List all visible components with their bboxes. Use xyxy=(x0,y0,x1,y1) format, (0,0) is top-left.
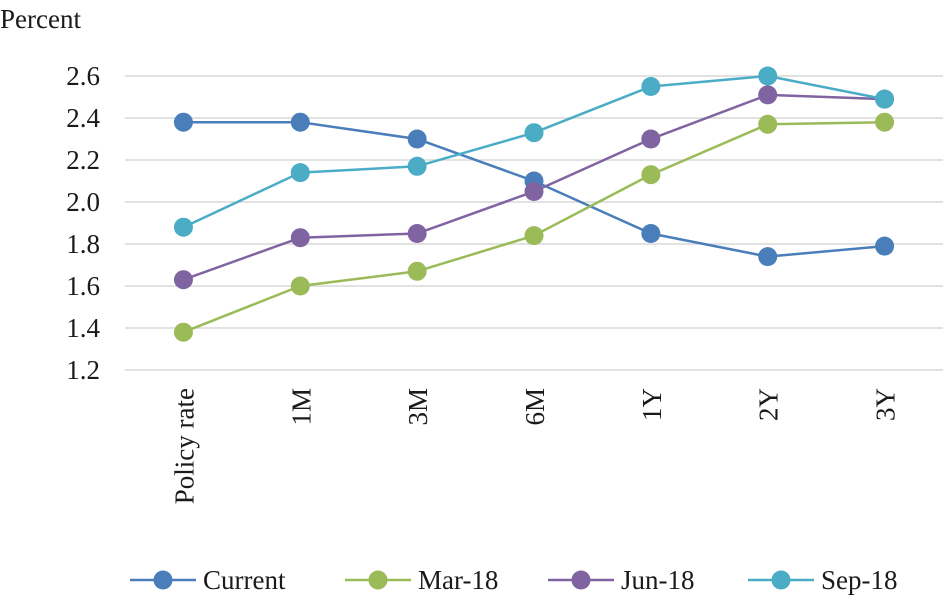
x-tick-label: Policy rate xyxy=(169,388,199,504)
y-tick-label: 2.4 xyxy=(66,103,100,133)
legend-marker xyxy=(153,570,173,590)
legend-marker xyxy=(368,570,388,590)
y-tick-label: 2.2 xyxy=(66,145,100,175)
data-point xyxy=(290,276,310,296)
data-point xyxy=(875,236,895,256)
data-point xyxy=(641,129,661,149)
x-tick-label: 3Y xyxy=(871,388,901,421)
legend-item: Current xyxy=(130,565,286,595)
data-point xyxy=(524,123,544,143)
data-point xyxy=(758,66,778,86)
data-point xyxy=(407,224,427,243)
series-sep-18 xyxy=(173,66,895,237)
legend-label: Mar-18 xyxy=(418,565,498,595)
data-point xyxy=(641,165,661,185)
y-axis-title: Percent xyxy=(0,4,81,34)
data-point xyxy=(173,270,193,290)
data-point xyxy=(407,261,427,281)
data-point xyxy=(407,129,427,149)
data-point xyxy=(173,112,193,132)
x-tick-label: 2Y xyxy=(754,388,784,421)
data-point xyxy=(641,224,661,243)
series-jun-18 xyxy=(173,85,895,290)
data-point xyxy=(173,322,193,342)
y-tick-label: 1.8 xyxy=(66,229,100,259)
data-point xyxy=(524,226,544,246)
y-tick-label: 2.6 xyxy=(66,61,100,91)
data-point xyxy=(641,77,661,96)
series-group xyxy=(173,66,895,342)
data-point xyxy=(524,182,544,201)
x-tick-label: 6M xyxy=(520,388,550,426)
data-point xyxy=(875,112,895,132)
data-point xyxy=(290,163,310,183)
y-tick-label: 2.0 xyxy=(66,187,100,217)
legend-label: Current xyxy=(203,565,286,595)
data-point xyxy=(758,85,778,105)
gridlines xyxy=(125,75,943,371)
data-point xyxy=(758,247,778,267)
data-point xyxy=(290,112,310,132)
legend-label: Jun-18 xyxy=(621,565,695,595)
data-point xyxy=(407,156,427,176)
legend-marker xyxy=(571,570,591,590)
x-tick-label: 1M xyxy=(286,388,316,426)
data-point xyxy=(875,89,895,109)
y-axis-ticks: 1.2 1.4 1.6 1.8 2.0 2.2 2.4 2.6 xyxy=(66,61,100,385)
series-mar-18 xyxy=(173,112,895,342)
y-tick-label: 1.6 xyxy=(66,271,100,301)
y-tick-label: 1.4 xyxy=(66,313,100,343)
legend: Current Mar-18 Jun-18 Sep-18 xyxy=(130,565,898,595)
legend-item: Sep-18 xyxy=(748,565,898,595)
x-axis-ticks: Policy rate 1M 3M 6M 1Y 2Y 3Y xyxy=(169,388,900,504)
legend-item: Jun-18 xyxy=(548,565,695,595)
x-tick-label: 3M xyxy=(403,388,433,426)
data-point xyxy=(758,114,778,134)
legend-label: Sep-18 xyxy=(821,565,898,595)
series-current xyxy=(173,112,895,267)
data-point xyxy=(290,228,310,248)
legend-item: Mar-18 xyxy=(345,565,498,595)
legend-marker xyxy=(771,570,791,590)
series-line xyxy=(182,74,885,229)
data-point xyxy=(173,217,193,237)
x-tick-label: 1Y xyxy=(637,388,667,421)
y-tick-label: 1.2 xyxy=(66,355,100,385)
